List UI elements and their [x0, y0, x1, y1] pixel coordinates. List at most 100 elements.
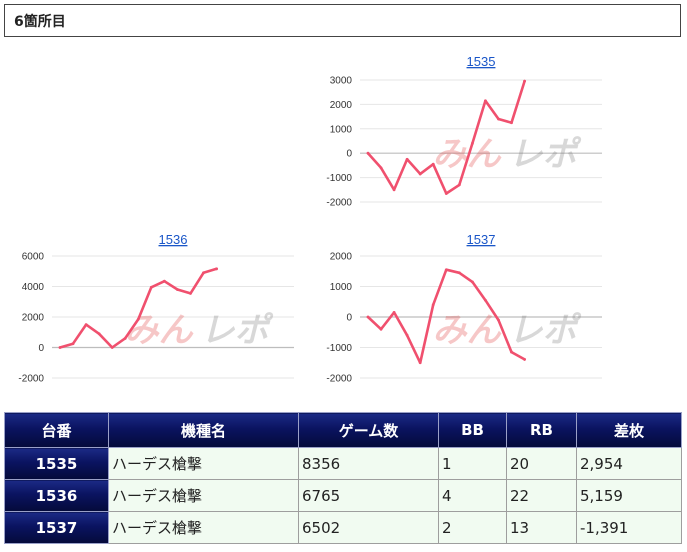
svg-text:レポ: レポ: [509, 310, 582, 350]
data-point: [97, 332, 101, 336]
svg-text:レポ: レポ: [509, 134, 582, 174]
data-point: [497, 117, 500, 121]
data-point: [84, 323, 88, 327]
header-diff: 差枚: [576, 412, 682, 448]
y-tick-label: -1000: [326, 173, 352, 184]
y-tick-label: 1000: [330, 282, 353, 293]
chart-link[interactable]: 1535: [467, 54, 496, 69]
y-tick-label: 2000: [330, 100, 353, 111]
rb-count: 20: [506, 447, 577, 480]
data-point: [136, 317, 140, 321]
line-chart-svg: 1535 3000 2000 1000 0 -1000 -2000 みん レポ: [326, 54, 602, 209]
chart-link[interactable]: 1536: [159, 232, 188, 247]
data-point: [366, 151, 370, 155]
data-point: [379, 166, 383, 170]
y-tick-label: 0: [38, 343, 44, 354]
y-tick-label: 6000: [22, 252, 45, 263]
watermark-logo: みん レポ: [433, 310, 582, 350]
svg-text:みん: みん: [125, 310, 194, 350]
header-games: ゲーム数: [298, 412, 439, 448]
data-point: [215, 267, 218, 271]
data-point: [418, 361, 422, 365]
unit-number: 1536: [4, 479, 109, 512]
data-point: [392, 188, 396, 192]
machine-name: ハーデス槍撃: [108, 447, 299, 480]
rb-count: 22: [506, 479, 577, 512]
data-point: [123, 336, 127, 340]
chart-link[interactable]: 1537: [467, 232, 496, 247]
y-tick-label: -1000: [326, 343, 352, 354]
y-tick-label: 1000: [330, 124, 353, 135]
data-point: [110, 346, 114, 349]
diff-value: -1,391: [576, 511, 682, 544]
data-point: [457, 271, 461, 275]
data-point: [176, 288, 179, 291]
chart-1535: 1535 3000 2000 1000 0 -1000 -2000 みん レポ: [318, 52, 608, 217]
machine-name: ハーデス槍撃: [108, 511, 299, 544]
bb-count: 4: [438, 479, 507, 512]
data-point: [523, 358, 526, 361]
svg-text:レポ: レポ: [201, 310, 274, 350]
diff-value: 5,159: [576, 479, 682, 512]
watermark-logo: みん レポ: [125, 310, 274, 350]
table-row: 1537 ハーデス槍撃 6502 2 13 -1,391: [4, 511, 682, 544]
table-row: 1535 ハーデス槍撃 8356 1 20 2,954: [4, 447, 682, 480]
line-chart-svg: 1536 6000 4000 2000 0 -2000 みん レポ: [18, 232, 294, 385]
data-point: [418, 172, 422, 176]
game-count: 6502: [298, 511, 439, 544]
svg-text:みん: みん: [433, 310, 502, 350]
unit-number: 1535: [4, 447, 109, 480]
data-point: [405, 333, 409, 337]
results-table: 台番 機種名 ゲーム数 BB RB 差枚 1535 ハーデス槍撃 8356 1 …: [4, 412, 682, 544]
data-point: [510, 350, 513, 354]
y-tick-label: 0: [346, 149, 352, 160]
data-point: [379, 327, 383, 331]
bb-count: 2: [438, 511, 507, 544]
section-title: 6箇所目: [14, 14, 66, 30]
machine-name: ハーデス槍撃: [108, 479, 299, 512]
data-point: [392, 311, 396, 314]
data-point: [484, 99, 487, 103]
data-point: [470, 280, 474, 284]
y-tick-label: 3000: [330, 76, 353, 87]
data-point: [162, 279, 166, 283]
data-point: [71, 342, 75, 346]
data-point: [444, 268, 448, 272]
diff-value: 2,954: [576, 447, 682, 480]
unit-number: 1537: [4, 511, 109, 544]
y-tick-label: 2000: [22, 313, 45, 324]
data-point: [484, 298, 487, 302]
data-point: [431, 303, 435, 307]
y-tick-label: 4000: [22, 282, 45, 293]
line-chart-svg: 1537 2000 1000 0 -1000 -2000 みん レポ: [326, 232, 602, 385]
data-point: [457, 183, 461, 187]
section-header: 6箇所目: [4, 4, 681, 37]
header-machine: 機種名: [108, 412, 299, 448]
data-point: [149, 285, 153, 289]
chart-1536: 1536 6000 4000 2000 0 -2000 みん レポ: [10, 230, 300, 395]
data-point: [444, 192, 448, 195]
data-point: [58, 346, 62, 349]
chart-1537: 1537 2000 1000 0 -1000 -2000 みん レポ: [318, 230, 608, 395]
y-tick-label: 2000: [330, 252, 353, 263]
data-point: [497, 318, 500, 322]
game-count: 8356: [298, 447, 439, 480]
svg-text:みん: みん: [433, 134, 502, 174]
table-row: 1536 ハーデス槍撃 6765 4 22 5,159: [4, 479, 682, 512]
y-tick-label: -2000: [326, 374, 352, 385]
data-point: [366, 315, 370, 319]
data-point: [431, 162, 435, 166]
header-unit: 台番: [4, 412, 109, 448]
data-point: [202, 271, 205, 275]
y-tick-label: -2000: [326, 198, 352, 209]
data-point: [470, 142, 474, 145]
data-point: [405, 157, 409, 161]
data-point: [523, 79, 526, 83]
y-tick-label: -2000: [18, 374, 44, 385]
bb-count: 1: [438, 447, 507, 480]
game-count: 6765: [298, 479, 439, 512]
rb-count: 13: [506, 511, 577, 544]
header-rb: RB: [506, 412, 577, 448]
watermark-logo: みん レポ: [433, 134, 582, 174]
header-bb: BB: [438, 412, 507, 448]
